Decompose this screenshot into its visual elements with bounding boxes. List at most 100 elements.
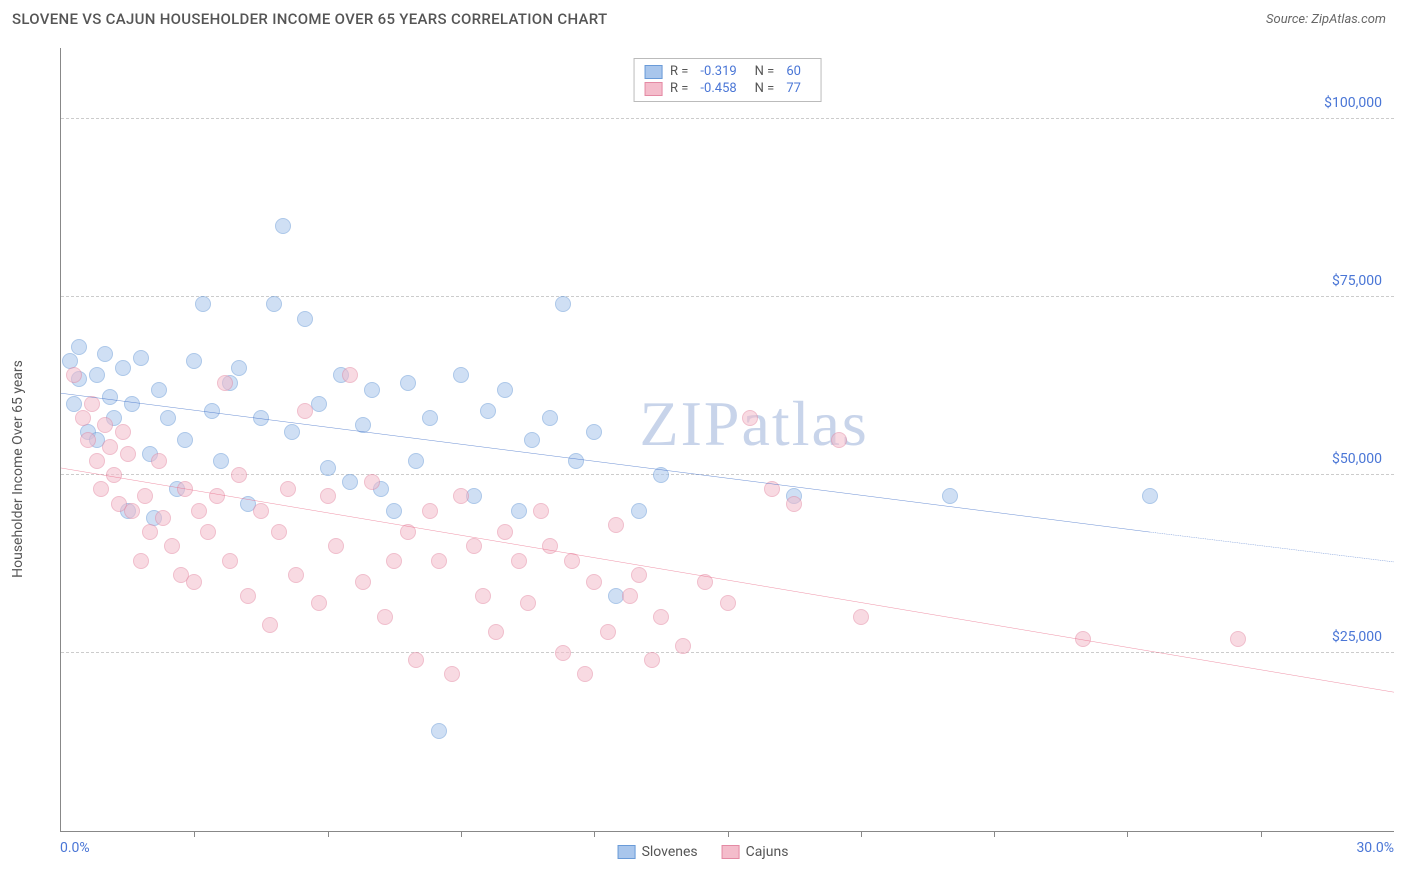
stat-r-label: R = xyxy=(670,64,688,79)
data-point-cajuns xyxy=(355,574,371,590)
swatch-cajuns xyxy=(722,845,740,859)
data-point-cajuns xyxy=(422,503,438,519)
data-point-slovenes xyxy=(511,503,527,519)
stat-r-value-cajuns: -0.458 xyxy=(700,81,736,96)
data-point-cajuns xyxy=(320,488,336,504)
swatch-slovenes xyxy=(644,65,662,79)
data-point-slovenes xyxy=(97,346,113,362)
data-point-slovenes xyxy=(124,396,140,412)
data-point-slovenes xyxy=(653,467,669,483)
legend-item-slovenes: Slovenes xyxy=(618,844,698,860)
data-point-slovenes xyxy=(1142,488,1158,504)
data-point-cajuns xyxy=(102,439,118,455)
data-point-cajuns xyxy=(66,367,82,383)
data-point-cajuns xyxy=(564,553,580,569)
legend-stats-row-cajuns: R =-0.458N =77 xyxy=(644,80,811,97)
stat-r-label: R = xyxy=(670,81,688,96)
regression-line-dash-slovenes xyxy=(1150,532,1394,562)
y-tick-label: $100,000 xyxy=(1324,95,1382,111)
data-point-cajuns xyxy=(742,410,758,426)
data-point-cajuns xyxy=(400,524,416,540)
data-point-slovenes xyxy=(568,453,584,469)
chart-title: SLOVENE VS CAJUN HOUSEHOLDER INCOME OVER… xyxy=(12,10,607,28)
data-point-cajuns xyxy=(280,481,296,497)
gridline xyxy=(61,118,1394,119)
data-point-slovenes xyxy=(160,410,176,426)
data-point-cajuns xyxy=(577,666,593,682)
data-point-cajuns xyxy=(786,496,802,512)
plot-area: ZIPatlas R =-0.319N =60R =-0.458N =77 $2… xyxy=(60,48,1394,832)
data-point-cajuns xyxy=(853,609,869,625)
data-point-cajuns xyxy=(200,524,216,540)
data-point-slovenes xyxy=(320,460,336,476)
data-point-cajuns xyxy=(177,481,193,497)
data-point-slovenes xyxy=(386,503,402,519)
data-point-cajuns xyxy=(253,503,269,519)
data-point-cajuns xyxy=(120,446,136,462)
x-axis-min-label: 0.0% xyxy=(60,840,90,856)
data-point-slovenes xyxy=(364,382,380,398)
data-point-cajuns xyxy=(622,588,638,604)
data-point-cajuns xyxy=(377,609,393,625)
x-tick xyxy=(1127,831,1128,837)
chart-header: SLOVENE VS CAJUN HOUSEHOLDER INCOME OVER… xyxy=(0,0,1406,36)
data-point-cajuns xyxy=(133,553,149,569)
data-point-slovenes xyxy=(71,339,87,355)
data-point-cajuns xyxy=(93,481,109,497)
data-point-cajuns xyxy=(697,574,713,590)
data-point-cajuns xyxy=(155,510,171,526)
legend-stats-row-slovenes: R =-0.319N =60 xyxy=(644,63,811,80)
data-point-cajuns xyxy=(408,652,424,668)
swatch-cajuns xyxy=(644,82,662,96)
data-point-slovenes xyxy=(497,382,513,398)
data-point-slovenes xyxy=(453,367,469,383)
data-point-cajuns xyxy=(600,624,616,640)
data-point-cajuns xyxy=(89,453,105,469)
data-point-slovenes xyxy=(151,382,167,398)
data-point-cajuns xyxy=(1075,631,1091,647)
source-attribution: Source: ZipAtlas.com xyxy=(1266,12,1386,27)
x-axis-max-label: 30.0% xyxy=(1356,840,1394,856)
data-point-slovenes xyxy=(275,218,291,234)
x-tick xyxy=(861,831,862,837)
data-point-cajuns xyxy=(142,524,158,540)
data-point-cajuns xyxy=(75,410,91,426)
data-point-cajuns xyxy=(288,567,304,583)
data-point-cajuns xyxy=(720,595,736,611)
data-point-slovenes xyxy=(400,375,416,391)
data-point-slovenes xyxy=(102,389,118,405)
legend-label-cajuns: Cajuns xyxy=(746,844,789,860)
data-point-slovenes xyxy=(297,311,313,327)
data-point-cajuns xyxy=(475,588,491,604)
regression-lines xyxy=(61,48,1394,831)
data-point-slovenes xyxy=(177,432,193,448)
stat-n-value-slovenes: 60 xyxy=(786,64,801,79)
data-point-cajuns xyxy=(586,574,602,590)
data-point-cajuns xyxy=(542,538,558,554)
data-point-slovenes xyxy=(195,296,211,312)
data-point-cajuns xyxy=(466,538,482,554)
data-point-cajuns xyxy=(151,453,167,469)
legend-stats: R =-0.319N =60R =-0.458N =77 xyxy=(633,58,822,102)
data-point-slovenes xyxy=(431,723,447,739)
x-tick xyxy=(594,831,595,837)
x-tick xyxy=(194,831,195,837)
data-point-cajuns xyxy=(164,538,180,554)
data-point-cajuns xyxy=(386,553,402,569)
data-point-cajuns xyxy=(831,432,847,448)
stat-r-value-slovenes: -0.319 xyxy=(700,64,736,79)
data-point-cajuns xyxy=(271,524,287,540)
data-point-slovenes xyxy=(89,367,105,383)
chart-container: Householder Income Over 65 years ZIPatla… xyxy=(12,40,1394,882)
data-point-slovenes xyxy=(586,424,602,440)
data-point-slovenes xyxy=(204,403,220,419)
data-point-cajuns xyxy=(297,403,313,419)
data-point-cajuns xyxy=(453,488,469,504)
data-point-cajuns xyxy=(328,538,344,554)
y-tick-label: $75,000 xyxy=(1332,273,1382,289)
data-point-cajuns xyxy=(217,375,233,391)
data-point-cajuns xyxy=(764,481,780,497)
data-point-cajuns xyxy=(106,467,122,483)
data-point-cajuns xyxy=(488,624,504,640)
data-point-slovenes xyxy=(342,474,358,490)
